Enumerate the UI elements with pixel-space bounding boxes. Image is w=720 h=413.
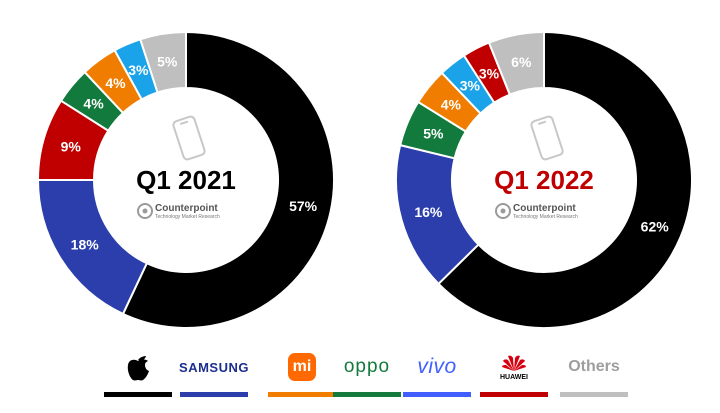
chart-title: Q1 2022 bbox=[494, 165, 594, 195]
legend-item-huawei: HUAWEI bbox=[480, 345, 548, 397]
slice-label-huawei: 9% bbox=[61, 139, 82, 155]
legend-item-xiaomi: mi bbox=[268, 345, 336, 397]
legend-swatch-xiaomi bbox=[268, 392, 336, 397]
slice-apple bbox=[437, 30, 693, 329]
slice-others bbox=[487, 30, 545, 96]
slice-label-oppo: 4% bbox=[83, 96, 104, 112]
slice-label-xiaomi: 4% bbox=[105, 75, 126, 91]
legend-swatch-samsung bbox=[180, 392, 248, 397]
watermark-tagline: Technology Market Research bbox=[155, 214, 220, 220]
legend-item-oppo: oppo bbox=[333, 345, 401, 397]
legend-swatch-others bbox=[560, 392, 628, 397]
legend-swatch-vivo bbox=[403, 392, 471, 397]
slice-label-others: 5% bbox=[157, 53, 178, 69]
slice-label-xiaomi: 4% bbox=[441, 96, 462, 112]
donut-chart-2: 62% 16% 5% 4% 3%3% 6% Q1 2022 CounterpointTechn… bbox=[395, 30, 693, 329]
vivo-logo-text: vivo bbox=[417, 355, 457, 378]
slice-label-vivo: 3% bbox=[128, 62, 149, 78]
chart-title: Q1 2021 bbox=[136, 165, 236, 195]
slice-label-vivo: 3% bbox=[460, 78, 481, 94]
slice-others bbox=[139, 30, 187, 94]
donut-charts: 57%18%9%4%4%3%5%Q1 2021CounterpointTechn… bbox=[36, 30, 693, 329]
others-label: Others bbox=[568, 358, 620, 375]
slice-apple bbox=[121, 30, 335, 329]
phone-icon bbox=[172, 115, 206, 161]
xiaomi-logo-icon: mi bbox=[288, 353, 316, 381]
watermark-name: Counterpoint bbox=[513, 203, 576, 214]
legend-item-others: Others bbox=[560, 345, 628, 397]
watermark-tagline: Technology Market Research bbox=[513, 214, 578, 220]
watermark-name: Counterpoint bbox=[155, 203, 218, 214]
legend: SAMSUNG mi oppo vivo HUAWEI bbox=[0, 345, 720, 405]
donut-chart-1: 57%18%9%4%4%3%5%Q1 2021CounterpointTechn… bbox=[36, 30, 335, 329]
legend-swatch-huawei bbox=[480, 392, 548, 397]
slice-label-others: 6% bbox=[511, 54, 532, 70]
oppo-logo-text: oppo bbox=[343, 356, 391, 377]
legend-swatch-apple bbox=[104, 392, 172, 397]
slice-label-huawei: 3% bbox=[479, 65, 500, 81]
counterpoint-logo-icon bbox=[137, 203, 153, 219]
huawei-logo-text: HUAWEI bbox=[500, 374, 528, 381]
phone-icon bbox=[530, 115, 564, 161]
legend-item-samsung: SAMSUNG bbox=[179, 345, 249, 397]
slice-label-apple: 57% bbox=[289, 198, 318, 214]
huawei-flower-icon bbox=[502, 355, 526, 371]
samsung-logo-text: SAMSUNG bbox=[179, 359, 249, 375]
legend-item-apple bbox=[104, 345, 172, 397]
apple-logo-icon bbox=[127, 356, 149, 381]
legend-item-vivo: vivo bbox=[403, 345, 471, 397]
slice-label-samsung: 16% bbox=[414, 204, 443, 220]
legend-swatch-oppo bbox=[333, 392, 401, 397]
slice-label-oppo: 5% bbox=[423, 126, 444, 142]
slice-label-apple: 62% bbox=[641, 218, 670, 234]
counterpoint-logo-icon bbox=[495, 203, 511, 219]
slice-label-samsung: 18% bbox=[71, 236, 100, 252]
